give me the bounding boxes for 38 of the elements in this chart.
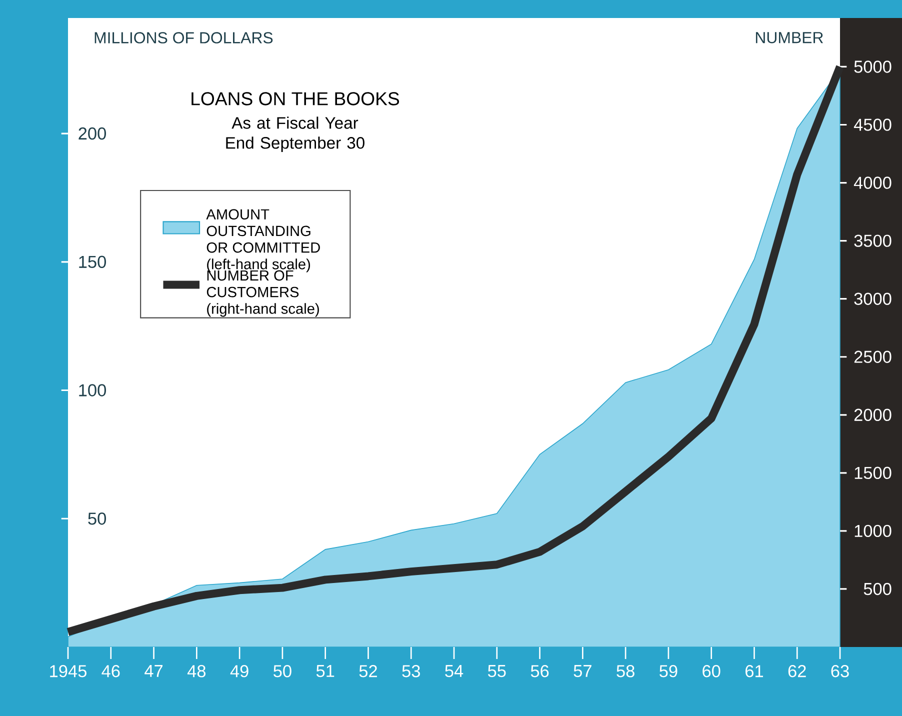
x-tick-label: 57 [574,665,592,678]
y2-tick-label: 3000 [854,292,892,305]
x-tick-label: 61 [746,665,763,678]
x-tick-label: 51 [316,665,334,678]
x-tick-label: 50 [274,665,292,678]
text: LOANS ON THE BOOKS [192,92,400,106]
y2-tick-label: 2000 [854,408,892,422]
y2-tick-label: 1000 [854,524,892,538]
y-tick-label: 200 [78,127,106,140]
x-tick-label: 54 [445,665,464,678]
x-tick-label: 60 [702,665,720,678]
y-tick-label: 50 [88,512,106,525]
x-tick-label: 63 [831,665,849,678]
y2-axis-title: NUMBER [756,32,823,44]
x-tick-label: 52 [359,665,377,678]
y2-tick-label: 3500 [854,234,892,247]
y-tick-label: 100 [79,384,106,396]
x-tick-label: 48 [187,665,206,678]
y2-tick-label: 1500 [854,466,892,480]
y-tick-label: 150 [79,256,106,268]
text: As at Fiscal Year End September 30 [226,116,364,152]
x-tick-label: 56 [530,665,549,678]
x-tick-label: 53 [402,665,420,678]
y2-tick-label: 2500 [854,350,892,363]
x-tick-label: 46 [102,665,120,678]
y2-tick-label: 4500 [854,118,892,131]
x-tick-label: 59 [660,665,678,678]
y2-tick-label: 5000 [854,60,892,73]
y2-tick-label: 4000 [854,176,892,189]
x-tick-label: 47 [144,665,163,677]
legend-label: AMOUNT OUTSTANDING OR COMMITTED (left-hand scale) [206,209,320,272]
x-tick-label: 55 [488,665,506,678]
y-axis-title: MILLIONS OF DOLLARS [94,32,273,44]
x-tick-label: 49 [230,665,248,678]
x-tick-label: 58 [616,665,634,678]
x-tick-label: 1945 [50,665,86,678]
x-tick-label: 62 [788,665,806,678]
y2-tick-label: 500 [864,582,892,596]
